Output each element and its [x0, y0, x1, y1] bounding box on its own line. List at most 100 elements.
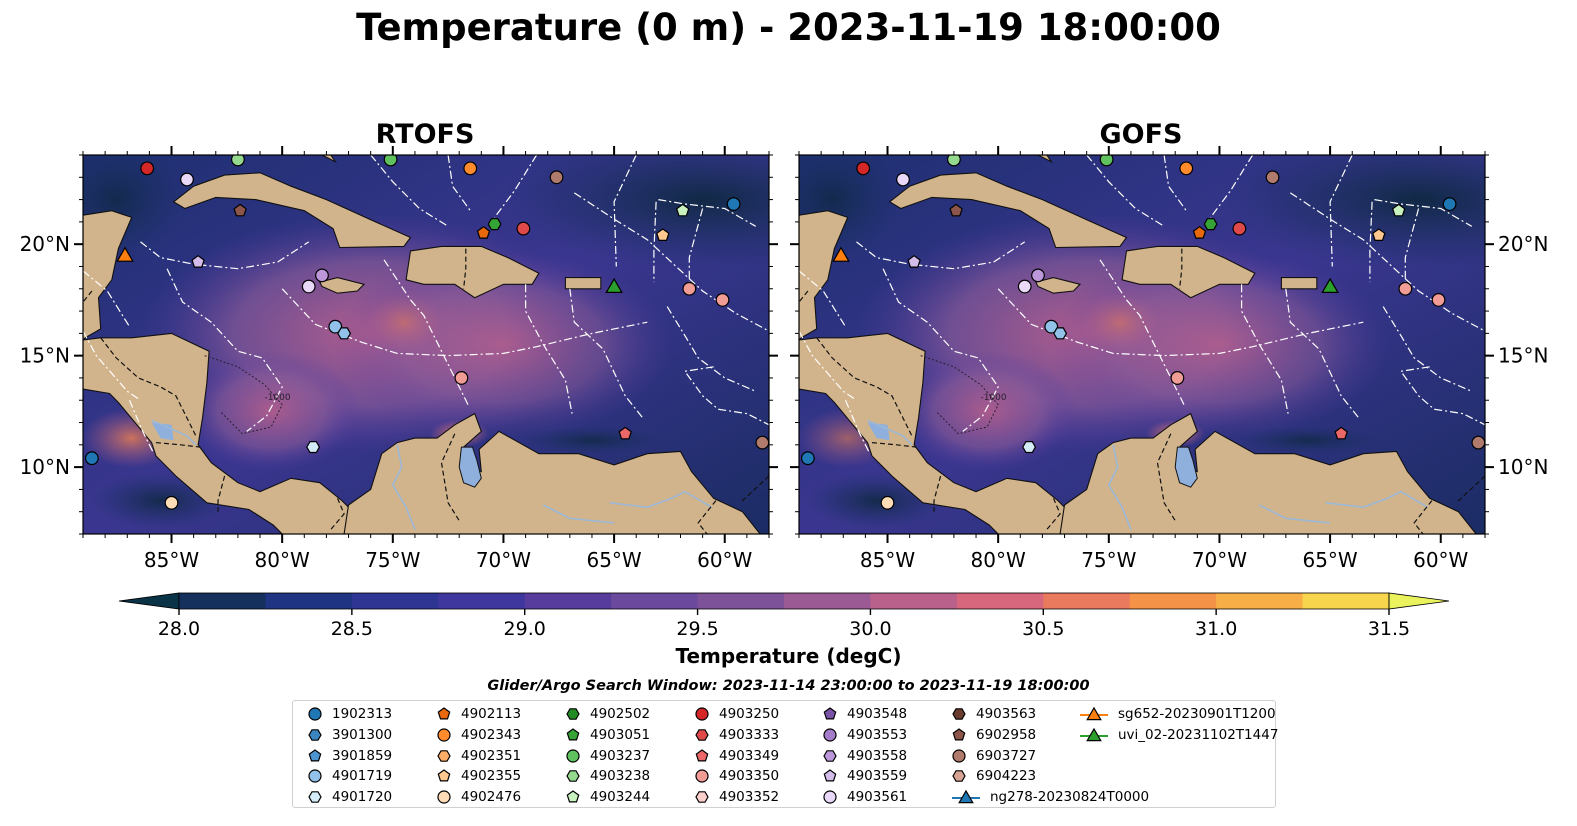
legend-marker-icon — [952, 708, 966, 720]
bathymetry-label: -1000 — [980, 393, 1006, 403]
legend-marker — [952, 770, 966, 783]
lat-tick-label: 20°N — [20, 232, 70, 256]
eez-boundary — [613, 155, 637, 267]
eez-boundary — [1285, 288, 1360, 419]
legend-item: 4903349 — [694, 746, 779, 766]
legend-marker — [437, 769, 451, 782]
legend-marker-icon — [566, 770, 580, 783]
legend-item: 6904223 — [951, 766, 1036, 786]
float-marker — [682, 281, 697, 296]
float-marker — [337, 327, 352, 340]
float-marker — [1334, 426, 1348, 440]
float-marker — [1099, 155, 1114, 167]
colorbar-tick-label: 30.0 — [849, 618, 891, 640]
country-border — [330, 498, 345, 530]
eez-boundary — [1404, 208, 1420, 283]
lon-tick-label: 70°W — [1192, 548, 1247, 572]
lon-tick-label: 75°W — [365, 548, 420, 572]
float-marker — [907, 254, 921, 268]
eez-boundary — [1289, 192, 1485, 332]
legend-marker-icon — [566, 790, 580, 803]
legend-marker — [952, 708, 966, 720]
legend-marker — [695, 791, 709, 803]
colorbar-segment — [351, 593, 439, 609]
legend-marker — [823, 790, 837, 804]
legend-marker — [437, 790, 451, 804]
legend: 1902313 3901300 3901859 4901719 4901720 49021… — [292, 700, 1279, 808]
eez-boundary — [1099, 259, 1185, 405]
legend-label: 4903561 — [847, 789, 908, 806]
float-marker — [1398, 281, 1413, 296]
float-marker — [180, 172, 194, 187]
float-marker — [1017, 279, 1032, 294]
lon-tick-label: 60°W — [697, 548, 752, 572]
eez-boundary — [1240, 284, 1289, 414]
legend-marker-icon — [308, 707, 322, 721]
legend-item: 4903559 — [822, 766, 907, 786]
float-marker — [164, 495, 179, 510]
eez-boundary — [799, 330, 857, 401]
eez-boundary — [856, 241, 1026, 270]
float-marker — [1321, 277, 1339, 293]
legend-marker — [308, 707, 322, 721]
panel-title-gofs: GOFS — [1099, 119, 1183, 150]
legend-item: 4903561 — [822, 787, 907, 807]
landmass — [319, 277, 366, 294]
colorbar-segment — [784, 593, 872, 609]
float-marker — [231, 155, 245, 167]
float-marker — [1203, 218, 1218, 231]
float-marker — [947, 155, 961, 167]
colorbar-extend-low — [118, 592, 180, 610]
legend-marker-icon — [437, 790, 451, 804]
eez-boundary — [1086, 155, 1165, 227]
legend-marker — [823, 749, 837, 762]
colorbar-segment — [1302, 593, 1390, 609]
map-frame — [82, 154, 770, 535]
eez-boundary — [844, 399, 871, 454]
legend-marker — [823, 728, 837, 742]
legend-marker-icon — [695, 748, 709, 762]
colorbar-extend-high — [1388, 592, 1450, 610]
legend-label: 3901859 — [332, 747, 393, 764]
legend-label: 4903051 — [590, 726, 651, 743]
float-marker — [832, 246, 850, 262]
float-marker — [1265, 170, 1280, 185]
float-marker — [1431, 293, 1446, 307]
legend-marker — [1086, 706, 1102, 721]
legend-item: 4901720 — [307, 787, 392, 807]
float-marker — [191, 254, 205, 268]
eez-boundary — [1382, 306, 1472, 392]
landmass — [172, 172, 412, 249]
legend-label: 6902958 — [976, 726, 1037, 743]
legend-label: 4902476 — [461, 789, 522, 806]
country-border — [440, 433, 460, 521]
float-marker — [463, 161, 478, 176]
float-marker — [656, 228, 670, 241]
eez-boundary — [370, 155, 449, 227]
eez-boundary — [882, 268, 999, 432]
legend-marker-icon — [695, 728, 709, 741]
colorbar-tick-label: 28.0 — [158, 618, 200, 640]
lake-maracaibo — [458, 446, 482, 488]
legend-item: 4903350 — [694, 766, 779, 786]
lat-tick-label: 15°N — [1498, 344, 1548, 368]
legend-label: uvi_02-20231102T1447 — [1118, 726, 1279, 743]
float-marker — [1044, 319, 1059, 334]
legend-marker-icon — [695, 707, 709, 721]
legend-marker — [566, 748, 580, 763]
legend-item: 6903727 — [951, 746, 1036, 766]
legend-item: 6902958 — [951, 725, 1036, 745]
legend-item: 4903553 — [822, 725, 907, 745]
colorbar-label: Temperature (degC) — [675, 644, 902, 668]
eez-boundary — [1163, 155, 1187, 212]
figure-title: Temperature (0 m) - 2023-11-19 18:00:00 — [356, 6, 1221, 49]
legend-label: ng278-20230824T0000 — [990, 789, 1150, 806]
legend-marker-icon — [823, 707, 837, 720]
colorbar-segment — [1043, 593, 1131, 609]
eez-boundary — [799, 270, 847, 328]
colorbar-tick-label: 31.0 — [1195, 618, 1237, 640]
landmass — [321, 155, 337, 164]
country-border — [100, 337, 197, 437]
river — [609, 490, 712, 509]
